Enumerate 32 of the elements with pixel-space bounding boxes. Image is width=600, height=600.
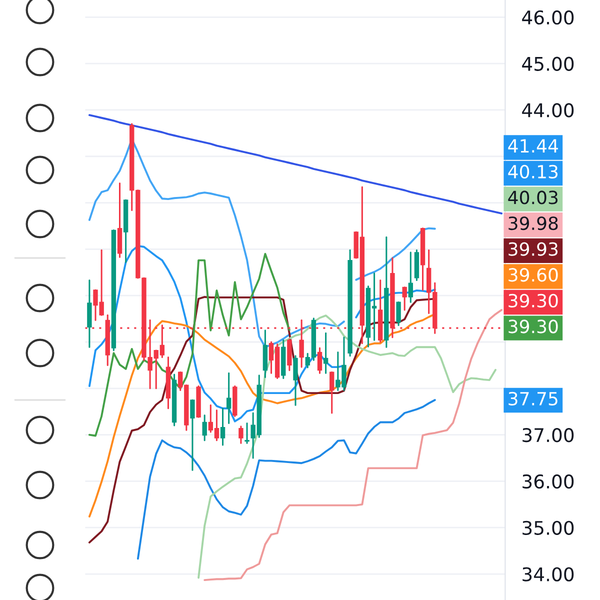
candlestick bbox=[396, 301, 401, 326]
y-tick-label: 36.00 bbox=[522, 474, 574, 489]
line-series bbox=[88, 252, 290, 437]
candlestick bbox=[408, 252, 414, 303]
y-tick-label: 46.00 bbox=[522, 10, 574, 25]
candlestick bbox=[323, 332, 328, 374]
candlestick bbox=[402, 286, 407, 311]
y-tick-label: 34.00 bbox=[522, 567, 574, 582]
text: 39.30 bbox=[508, 294, 558, 308]
candlestick bbox=[244, 422, 250, 444]
y-tick-label: 37.00 bbox=[522, 428, 574, 442]
candlestick bbox=[238, 426, 244, 444]
candlestick bbox=[190, 399, 195, 471]
text: 41.44 bbox=[508, 139, 558, 152]
candlestick bbox=[220, 408, 226, 446]
text: 37.75 bbox=[508, 392, 558, 406]
text: 40.13 bbox=[508, 164, 558, 179]
candlestick bbox=[226, 372, 232, 424]
text: 40.03 bbox=[508, 190, 558, 204]
text: 39.60 bbox=[508, 268, 558, 282]
line-series bbox=[136, 399, 436, 560]
text: 39.98 bbox=[508, 216, 558, 230]
y-tick-label: 45.00 bbox=[522, 56, 574, 71]
candlestick bbox=[202, 414, 207, 442]
line-series bbox=[88, 114, 503, 214]
y-tick-label: 35.00 bbox=[522, 520, 574, 535]
candlestick bbox=[330, 371, 334, 414]
candlestick bbox=[293, 355, 298, 406]
y-tick-label: 44.00 bbox=[522, 103, 574, 118]
candlestick bbox=[317, 347, 322, 374]
text: 39.30 bbox=[508, 320, 558, 334]
text: 39.93 bbox=[508, 242, 558, 256]
